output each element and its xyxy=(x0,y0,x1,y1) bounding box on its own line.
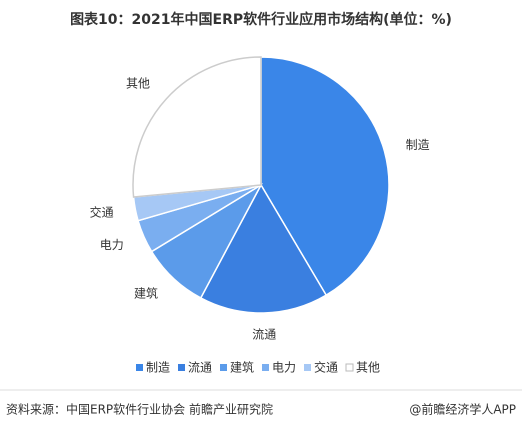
legend-swatch xyxy=(304,364,311,371)
legend-label: 建筑 xyxy=(230,360,254,375)
slice-label: 交通 xyxy=(90,205,114,220)
legend-label: 其他 xyxy=(356,361,380,375)
slice-label: 建筑 xyxy=(134,286,158,301)
legend-label: 制造 xyxy=(146,361,170,375)
legend-swatch xyxy=(178,364,185,371)
slice-label: 电力 xyxy=(100,238,124,252)
legend-label: 电力 xyxy=(272,361,296,375)
slice-label: 其他 xyxy=(126,77,150,91)
legend-swatch xyxy=(345,363,354,372)
pie-slice xyxy=(260,56,390,297)
brand: @前瞻经济学人APP xyxy=(409,402,516,417)
legend-label: 交通 xyxy=(314,360,338,375)
slice-label: 流通 xyxy=(252,327,276,341)
legend-swatch xyxy=(262,364,269,371)
source: 资料来源：中国ERP软件行业协会 前瞻产业研究院 xyxy=(6,402,273,417)
pie-slice xyxy=(199,183,328,314)
legend-label: 流通 xyxy=(188,361,212,375)
legend-swatch xyxy=(136,364,143,371)
chart-title: 图表10：2021年中国ERP软件行业应用市场结构(单位：%) xyxy=(70,11,452,28)
pie-slice xyxy=(132,56,262,198)
legend-swatch xyxy=(220,364,227,371)
slice-label: 制造 xyxy=(406,138,430,152)
